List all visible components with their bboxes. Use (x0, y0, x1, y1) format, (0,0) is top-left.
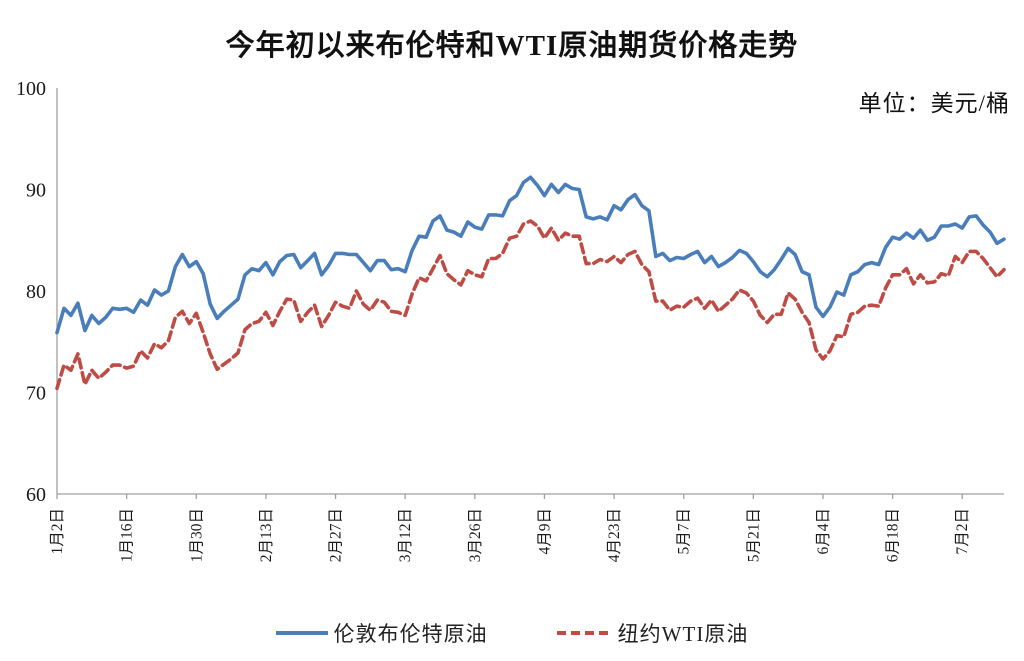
x-tick-label: 4月23日 (606, 508, 623, 562)
x-tick-label: 3月12日 (397, 508, 414, 562)
x-tick-label: 6月4日 (815, 508, 832, 555)
y-tick-label: 70 (26, 383, 46, 405)
y-tick-label: 90 (26, 180, 46, 202)
x-tick-label: 2月27日 (328, 508, 345, 562)
x-tick-label: 5月21日 (745, 508, 762, 562)
brent-price-line (55, 175, 1006, 335)
unit-label: 单位：美元/桶 (858, 91, 1010, 116)
legend-item-brent: 伦敦布伦特原油 (275, 618, 488, 648)
legend-label-wti: 纽约WTI原油 (617, 622, 749, 646)
x-tick-label: 2月13日 (258, 508, 275, 562)
x-tick-label: 6月18日 (885, 508, 902, 562)
x-tick-label: 7月2日 (954, 508, 971, 555)
y-tick-label: 60 (26, 484, 46, 506)
legend-item-wti: 纽约WTI原油 (556, 618, 749, 648)
x-tick-label: 1月16日 (119, 508, 136, 562)
wti-legend-line-icon (556, 631, 611, 635)
wti-price-line (55, 219, 1006, 391)
x-tick-label: 5月7日 (676, 508, 693, 555)
legend-label-brent: 伦敦布伦特原油 (333, 622, 488, 646)
chart-legend: 伦敦布伦特原油 纽约WTI原油 (0, 618, 1024, 648)
x-tick-label: 4月9日 (536, 508, 553, 555)
x-tick-label: 1月2日 (49, 508, 66, 555)
brent-legend-line-icon (275, 631, 328, 635)
y-tick-label: 100 (16, 78, 46, 100)
x-tick-label: 1月30日 (188, 508, 205, 562)
y-tick-label: 80 (26, 281, 46, 303)
chart-title: 今年初以来布伦特和WTI原油期货价格走势 (225, 30, 799, 62)
x-tick-label: 3月26日 (467, 508, 484, 562)
